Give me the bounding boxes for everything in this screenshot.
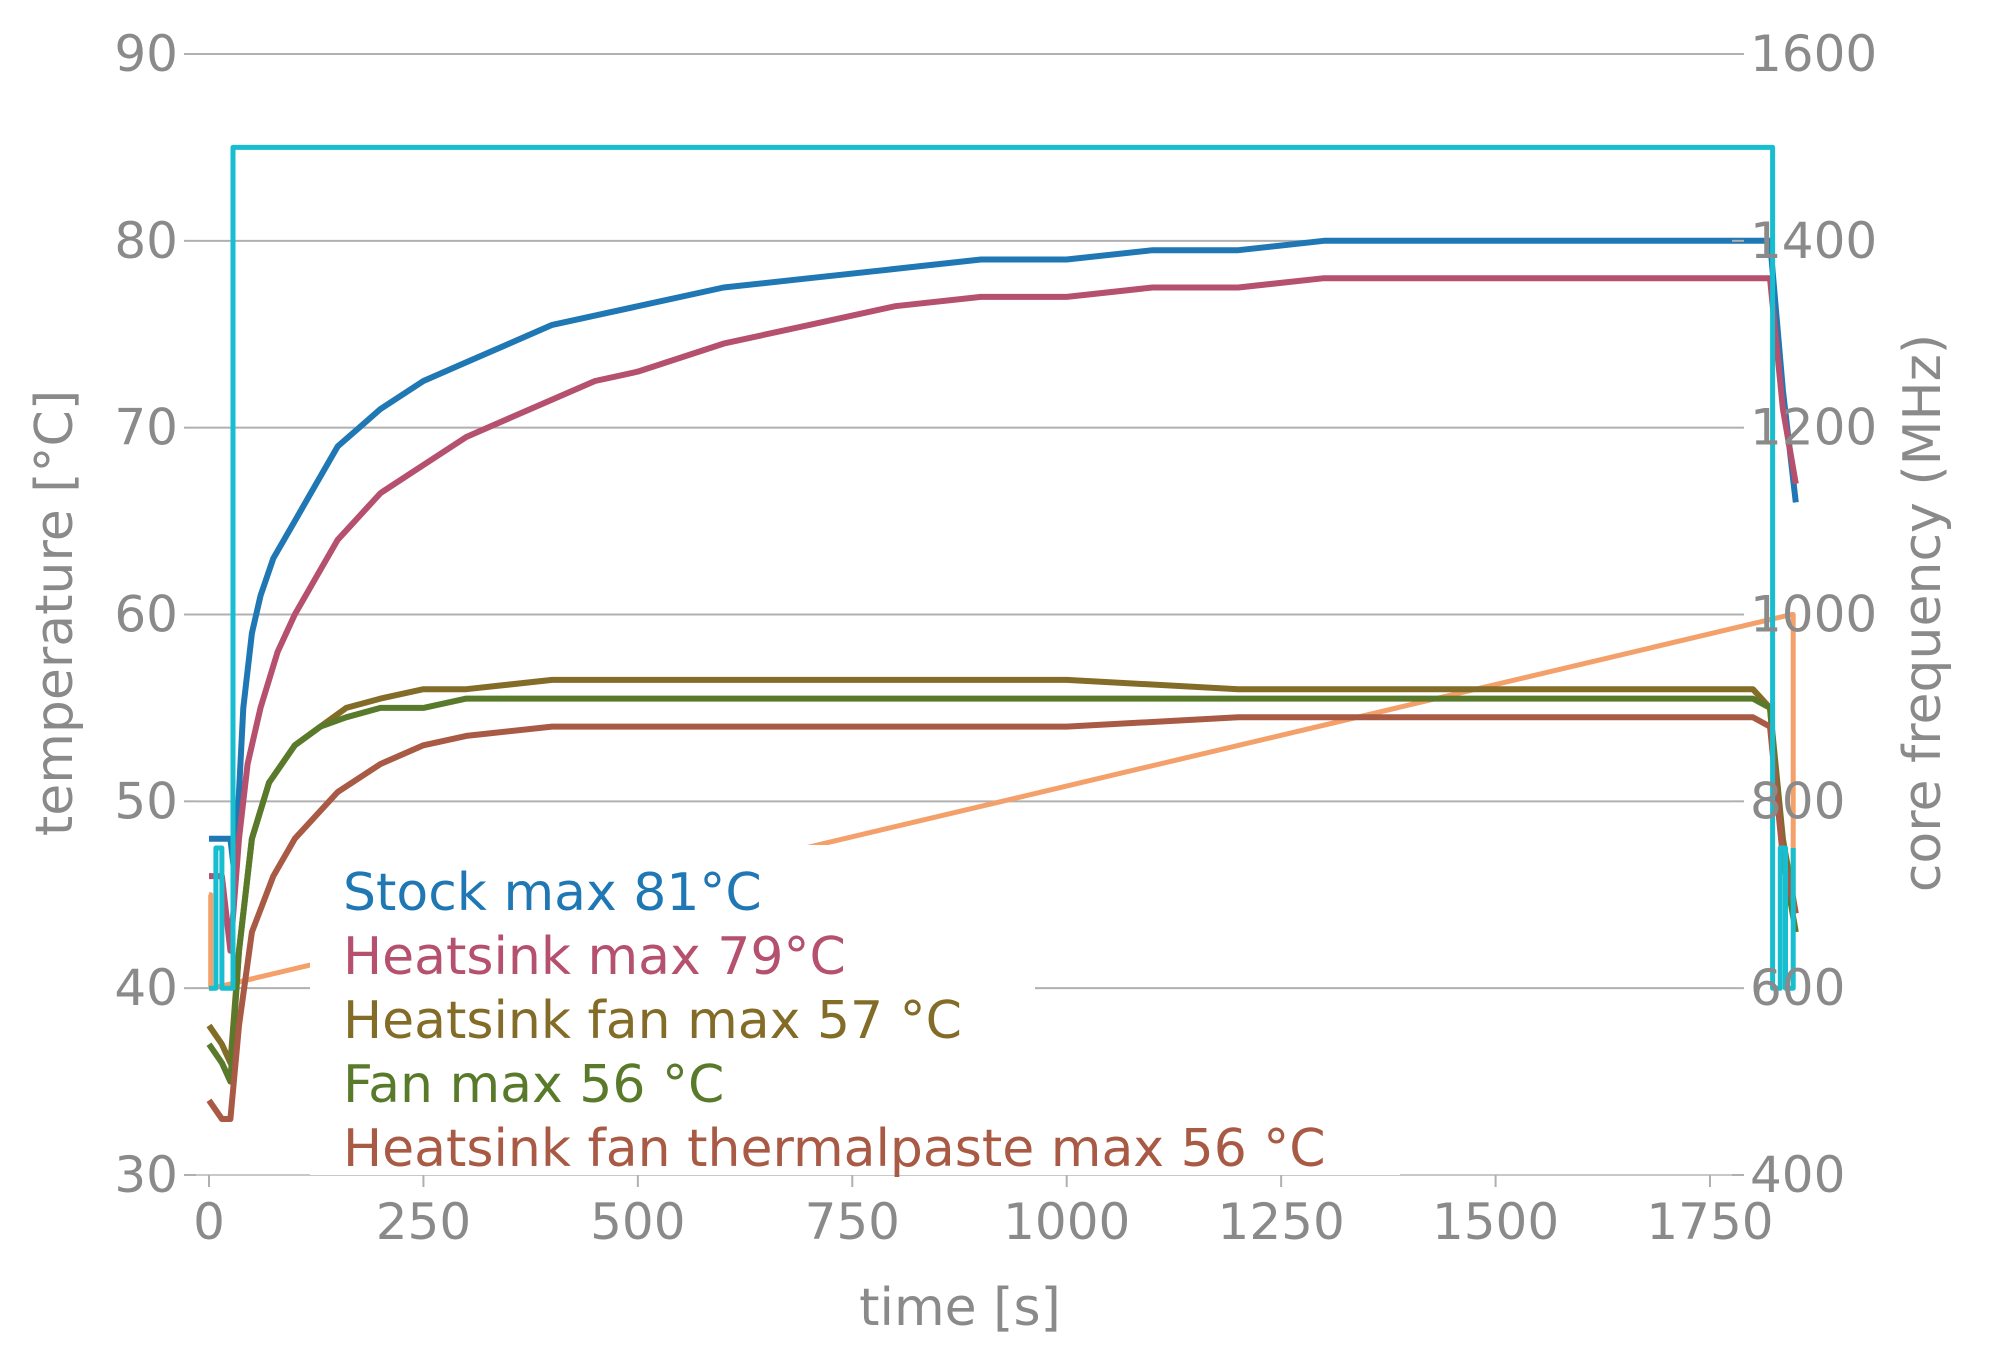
legend-box	[1035, 995, 1400, 1175]
axes: 30 40 50 60 70 80 90 400 600 800 1000 1200 1400 1600 0…	[114, 25, 1877, 1251]
y2-tick-label: 1000	[1750, 586, 1877, 644]
y2-tick-label: 1600	[1750, 25, 1877, 83]
x-tick-label: 1500	[1432, 1193, 1559, 1251]
x-tick-label: 1250	[1218, 1193, 1345, 1251]
x-tick-label: 0	[193, 1193, 225, 1251]
y-tick-label: 50	[114, 772, 178, 830]
y2-tick-label: 600	[1750, 959, 1845, 1017]
y-axis-label: temperature [°C]	[25, 390, 85, 836]
y2-tick-label: 800	[1750, 772, 1845, 830]
x-tick-label: 250	[376, 1193, 471, 1251]
legend-entry: Stock max 81°C	[343, 863, 762, 923]
legend-entry: Fan max 56 °C	[343, 1055, 724, 1115]
legend-entry: Heatsink fan thermalpaste max 56 °C	[343, 1119, 1326, 1179]
series-line-fan-max-56-c	[206, 695, 1799, 1085]
legend-entry: Heatsink fan max 57 °C	[343, 991, 962, 1051]
series-line-heatsink-max-79-c	[209, 275, 1799, 954]
legend-box	[310, 845, 1035, 1175]
x-axis-label: time [s]	[859, 1278, 1061, 1338]
grid-lines	[196, 53, 1732, 990]
legend-entry: Heatsink max 79°C	[343, 927, 846, 987]
y2-tick-label: 400	[1750, 1146, 1845, 1204]
x-tick-label: 1000	[1003, 1193, 1130, 1251]
y-tick-label: 60	[114, 586, 178, 644]
y-tick-label: 70	[114, 399, 178, 457]
series-line-frequency	[209, 144, 1796, 991]
y2-axis-label: core frequency (MHz)	[1893, 334, 1953, 892]
y2-tick-label: 1200	[1750, 399, 1877, 457]
y-tick-label: 30	[114, 1146, 178, 1204]
x-tick-label: 750	[805, 1193, 900, 1251]
y2-tick-label: 1400	[1750, 212, 1877, 270]
y-tick-label: 80	[114, 212, 178, 270]
series-line-stock-max-81-c	[209, 237, 1799, 880]
series-line-heatsink-fan-thermalpaste-max-56-c	[206, 714, 1799, 1122]
y-tick-label: 90	[114, 25, 178, 83]
x-tick-label: 1750	[1646, 1193, 1773, 1251]
x-tick-label: 500	[590, 1193, 685, 1251]
series-lines	[206, 144, 1799, 1122]
y-tick-label: 40	[114, 959, 178, 1017]
